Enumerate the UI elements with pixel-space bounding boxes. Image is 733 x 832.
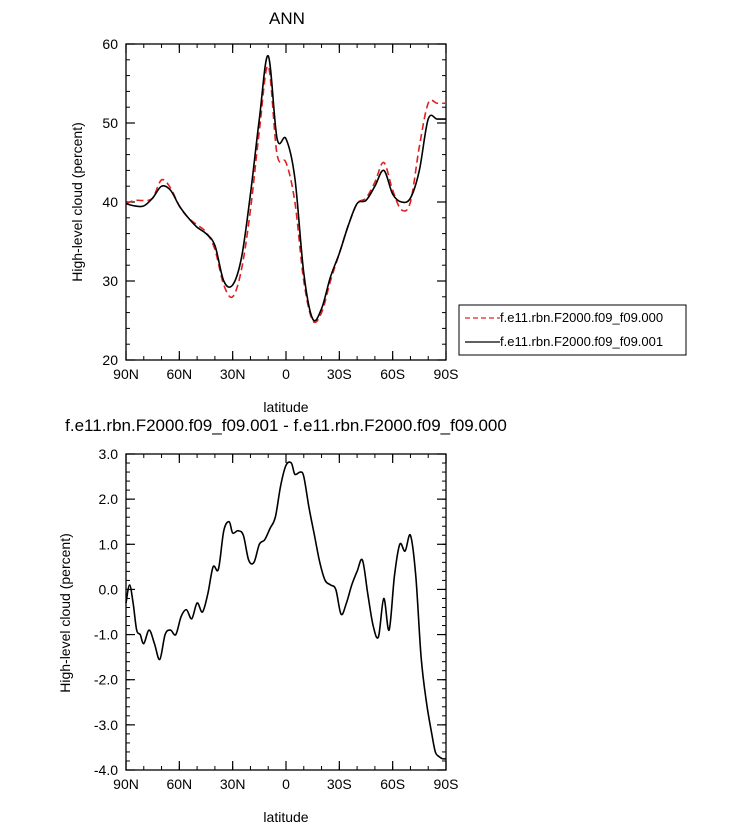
y-tick-label: 1.0 <box>99 536 119 552</box>
zonal-mean-chart: ANN latitude High-level cloud (percent) … <box>69 9 687 415</box>
y-tick-label: 2.0 <box>99 491 119 507</box>
x-tick-label: 60S <box>380 366 405 382</box>
x-axis-label: latitude <box>263 399 308 415</box>
x-tick-label: 90N <box>113 366 139 382</box>
series-line-0 <box>125 461 447 760</box>
x-tick-label: 30S <box>327 366 352 382</box>
y-tick-label: 30 <box>102 273 118 289</box>
y-tick-label: -4.0 <box>94 762 118 778</box>
x-tick-label: 90N <box>113 776 139 792</box>
plot-area: 90N 60N 30N 0 30S 60S 90S 3.0 2.0 1.0 0.0 -1.0 -2.0 -… <box>94 446 459 792</box>
y-tick-label: -1.0 <box>94 627 118 643</box>
chart-title: f.e11.rbn.F2000.f09_f09.001 - f.e11.rbn.… <box>65 416 507 435</box>
y-axis-label: High-level cloud (percent) <box>57 533 73 693</box>
x-axis-label: latitude <box>263 809 308 825</box>
x-tick-label: 30S <box>327 776 352 792</box>
y-tick-label: 40 <box>102 194 118 210</box>
x-tick-label: 90S <box>434 366 459 382</box>
y-tick-label: -2.0 <box>94 672 118 688</box>
plot-area: 90N 60N 30N 0 30S 60S 90S 20 30 40 50 60 <box>102 36 458 382</box>
legend: f.e11.rbn.F2000.f09_f09.000 f.e11.rbn.F2… <box>458 304 687 356</box>
difference-chart: f.e11.rbn.F2000.f09_f09.001 - f.e11.rbn.… <box>57 416 507 825</box>
y-tick-label: 20 <box>102 352 118 368</box>
x-tick-label: 90S <box>434 776 459 792</box>
plot-frame <box>125 453 447 771</box>
x-tick-label: 60N <box>166 776 192 792</box>
chart-title: ANN <box>269 9 305 28</box>
x-tick-label: 60S <box>380 776 405 792</box>
series-line-1 <box>125 55 446 322</box>
x-tick-label: 0 <box>282 776 290 792</box>
x-tick-label: 30N <box>220 776 246 792</box>
y-tick-label: -3.0 <box>94 717 118 733</box>
y-tick-label: 0.0 <box>99 581 119 597</box>
x-tick-label: 0 <box>282 366 290 382</box>
plot-frame <box>125 43 447 361</box>
series-line-0 <box>125 65 446 324</box>
y-tick-label: 50 <box>102 115 118 131</box>
x-tick-label: 30N <box>220 366 246 382</box>
legend-label-series-000: f.e11.rbn.F2000.f09_f09.000 <box>500 310 663 325</box>
y-tick-label: 3.0 <box>99 446 119 462</box>
x-tick-label: 60N <box>166 366 192 382</box>
y-axis-label: High-level cloud (percent) <box>69 122 85 282</box>
y-tick-label: 60 <box>102 36 118 52</box>
legend-box <box>458 304 687 356</box>
legend-label-series-001: f.e11.rbn.F2000.f09_f09.001 <box>500 334 663 349</box>
